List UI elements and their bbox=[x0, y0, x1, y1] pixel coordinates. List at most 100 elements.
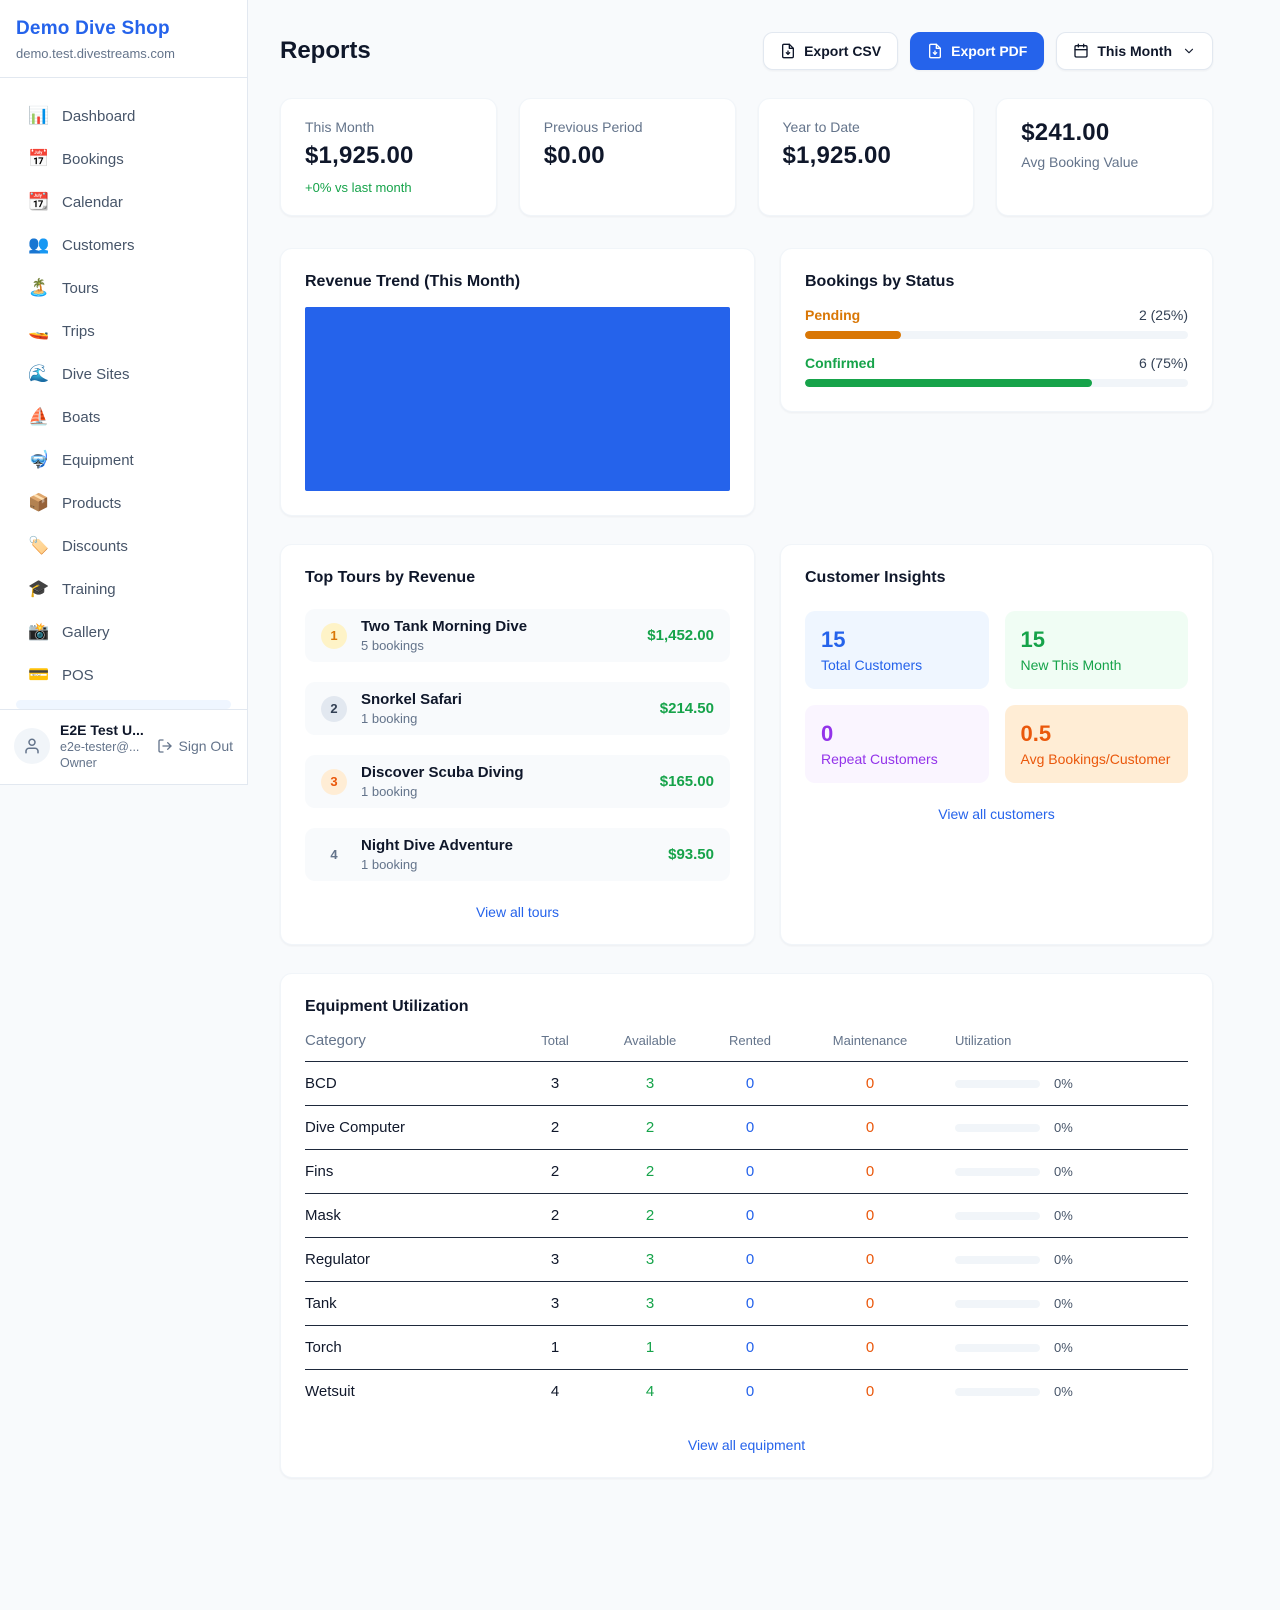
cell-utilization: 0% bbox=[1054, 1340, 1073, 1355]
sidebar-item-dashboard[interactable]: 📊 Dashboard bbox=[12, 96, 235, 136]
user-name: E2E Test U... bbox=[60, 722, 144, 738]
header-actions: Export CSV Export PDF This Month bbox=[763, 32, 1213, 70]
cell-category: Mask bbox=[305, 1207, 341, 1224]
rank-badge: 3 bbox=[321, 768, 347, 795]
avatar bbox=[14, 728, 50, 764]
tour-revenue: $214.50 bbox=[659, 700, 714, 717]
charts-row: Revenue Trend (This Month) Bookings by S… bbox=[280, 248, 1213, 516]
table-row: Mask 2 2 0 0 0% bbox=[305, 1194, 1188, 1238]
utilization-bar bbox=[955, 1123, 1040, 1132]
stat-value: $1,925.00 bbox=[782, 142, 892, 169]
cell-category: BCD bbox=[305, 1075, 337, 1092]
sidebar-item-dive-sites[interactable]: 🌊 Dive Sites bbox=[12, 354, 235, 394]
chevron-down-icon bbox=[1184, 48, 1194, 54]
sidebar-item-customers[interactable]: 👥 Customers bbox=[12, 225, 235, 265]
page-header: Reports Export CSV Export PDF This Month bbox=[280, 32, 1213, 70]
sidebar-item-label: Calendar bbox=[62, 193, 123, 211]
tour-name: Discover Scuba Diving bbox=[361, 764, 524, 781]
view-all-tours-link[interactable]: View all tours bbox=[475, 904, 559, 920]
sidebar-item-equipment[interactable]: 🤿 Equipment bbox=[12, 440, 235, 480]
sidebar-item-label: Products bbox=[62, 494, 122, 512]
sidebar-item-label: Discounts bbox=[62, 537, 128, 555]
equipment-utilization-card: Equipment Utilization Category Total Ava… bbox=[280, 973, 1213, 1478]
tile-label: New This Month bbox=[1020, 657, 1122, 673]
sidebar-item-tours[interactable]: 🏝️ Tours bbox=[12, 268, 235, 308]
cell-category: Wetsuit bbox=[305, 1383, 355, 1400]
utilization-bar bbox=[955, 1255, 1040, 1264]
cell-available: 2 bbox=[645, 1163, 655, 1180]
tour-list-item: 4 Night Dive Adventure 1 booking $93.50 bbox=[305, 828, 730, 881]
cell-available: 4 bbox=[645, 1383, 655, 1400]
export-pdf-button[interactable]: Export PDF bbox=[910, 32, 1045, 70]
customers-icon: 👥 bbox=[28, 235, 50, 254]
column-header-rented: Rented bbox=[729, 1033, 771, 1048]
revenue-trend-title: Revenue Trend (This Month) bbox=[305, 273, 521, 290]
calendar-icon: 📆 bbox=[28, 192, 50, 211]
cell-rented: 0 bbox=[745, 1163, 755, 1180]
bookings-calendar-icon: 📅 bbox=[28, 149, 50, 168]
tour-list-item: 2 Snorkel Safari 1 booking $214.50 bbox=[305, 682, 730, 735]
export-csv-button[interactable]: Export CSV bbox=[763, 32, 899, 70]
status-progress-track bbox=[805, 331, 1188, 339]
sidebar-item-bookings[interactable]: 📅 Bookings bbox=[12, 139, 235, 179]
gallery-camera-icon: 📸 bbox=[28, 622, 50, 641]
cell-maintenance: 0 bbox=[865, 1251, 875, 1268]
sidebar-item-label: POS bbox=[62, 666, 94, 684]
stat-card-year-to-date: Year to Date $1,925.00 bbox=[757, 98, 975, 216]
user-role: Owner bbox=[60, 756, 97, 770]
sidebar-item-discounts[interactable]: 🏷️ Discounts bbox=[12, 526, 235, 566]
stat-value: $1,925.00 bbox=[305, 142, 414, 169]
sidebar-item-trips[interactable]: 🚤 Trips bbox=[12, 311, 235, 351]
table-row: Tank 3 3 0 0 0% bbox=[305, 1282, 1188, 1326]
tour-revenue: $165.00 bbox=[659, 773, 714, 790]
sidebar-item-pos[interactable]: 💳 POS bbox=[12, 655, 235, 695]
sidebar-item-products[interactable]: 📦 Products bbox=[12, 483, 235, 523]
period-label: This Month bbox=[1097, 43, 1172, 59]
top-tours-title: Top Tours by Revenue bbox=[305, 569, 476, 586]
cell-total: 3 bbox=[550, 1295, 560, 1312]
cell-maintenance: 0 bbox=[865, 1075, 875, 1092]
cell-rented: 0 bbox=[745, 1383, 755, 1400]
sidebar-item-label: Dive Sites bbox=[62, 365, 130, 383]
rank-badge: 4 bbox=[330, 847, 338, 862]
sign-out-button[interactable]: Sign Out bbox=[157, 738, 233, 754]
column-header-utilization: Utilization bbox=[955, 1033, 1012, 1048]
stat-label: This Month bbox=[305, 119, 375, 135]
sidebar-item-calendar[interactable]: 📆 Calendar bbox=[12, 182, 235, 222]
sidebar-item-gallery[interactable]: 📸 Gallery bbox=[12, 612, 235, 652]
equipment-utilization-title: Equipment Utilization bbox=[305, 998, 469, 1015]
cell-category: Regulator bbox=[305, 1251, 371, 1268]
cell-utilization: 0% bbox=[1054, 1296, 1073, 1311]
cell-category: Torch bbox=[305, 1339, 342, 1356]
tour-name: Two Tank Morning Dive bbox=[361, 618, 528, 635]
cell-maintenance: 0 bbox=[865, 1339, 875, 1356]
utilization-bar bbox=[955, 1299, 1040, 1308]
sidebar-item-label: Boats bbox=[62, 408, 101, 426]
export-csv-label: Export CSV bbox=[804, 43, 882, 59]
shop-name: Demo Dive Shop bbox=[16, 18, 170, 39]
tours-island-icon: 🏝️ bbox=[28, 278, 50, 297]
cell-maintenance: 0 bbox=[865, 1119, 875, 1136]
sidebar-item-boats[interactable]: ⛵ Boats bbox=[12, 397, 235, 437]
trips-speedboat-icon: 🚤 bbox=[28, 321, 50, 340]
column-header-maintenance: Maintenance bbox=[832, 1033, 908, 1048]
table-row: Wetsuit 4 4 0 0 0% bbox=[305, 1370, 1188, 1413]
customer-insights-title: Customer Insights bbox=[805, 569, 946, 586]
tour-revenue: $93.50 bbox=[668, 846, 714, 863]
period-dropdown[interactable]: This Month bbox=[1056, 32, 1213, 70]
discounts-tag-icon: 🏷️ bbox=[28, 536, 50, 555]
tour-list-item: 1 Two Tank Morning Dive 5 bookings $1,45… bbox=[305, 609, 730, 662]
tile-total-customers: 15 Total Customers bbox=[805, 611, 989, 689]
view-all-customers-link[interactable]: View all customers bbox=[938, 806, 1055, 822]
sidebar-item-reports-partial[interactable] bbox=[16, 700, 231, 709]
calendar-icon bbox=[1074, 43, 1089, 58]
sidebar-item-training[interactable]: 🎓 Training bbox=[12, 569, 235, 609]
cell-total: 4 bbox=[550, 1383, 560, 1400]
status-row-pending: Pending 2 (25%) bbox=[805, 307, 1188, 339]
cell-category: Fins bbox=[305, 1163, 334, 1180]
view-all-equipment-link[interactable]: View all equipment bbox=[687, 1437, 806, 1453]
top-tours-card: Top Tours by Revenue 1 Two Tank Morning … bbox=[280, 544, 755, 945]
tour-list: 1 Two Tank Morning Dive 5 bookings $1,45… bbox=[305, 609, 730, 881]
tour-bookings: 1 booking bbox=[361, 857, 418, 872]
cell-rented: 0 bbox=[745, 1339, 755, 1356]
